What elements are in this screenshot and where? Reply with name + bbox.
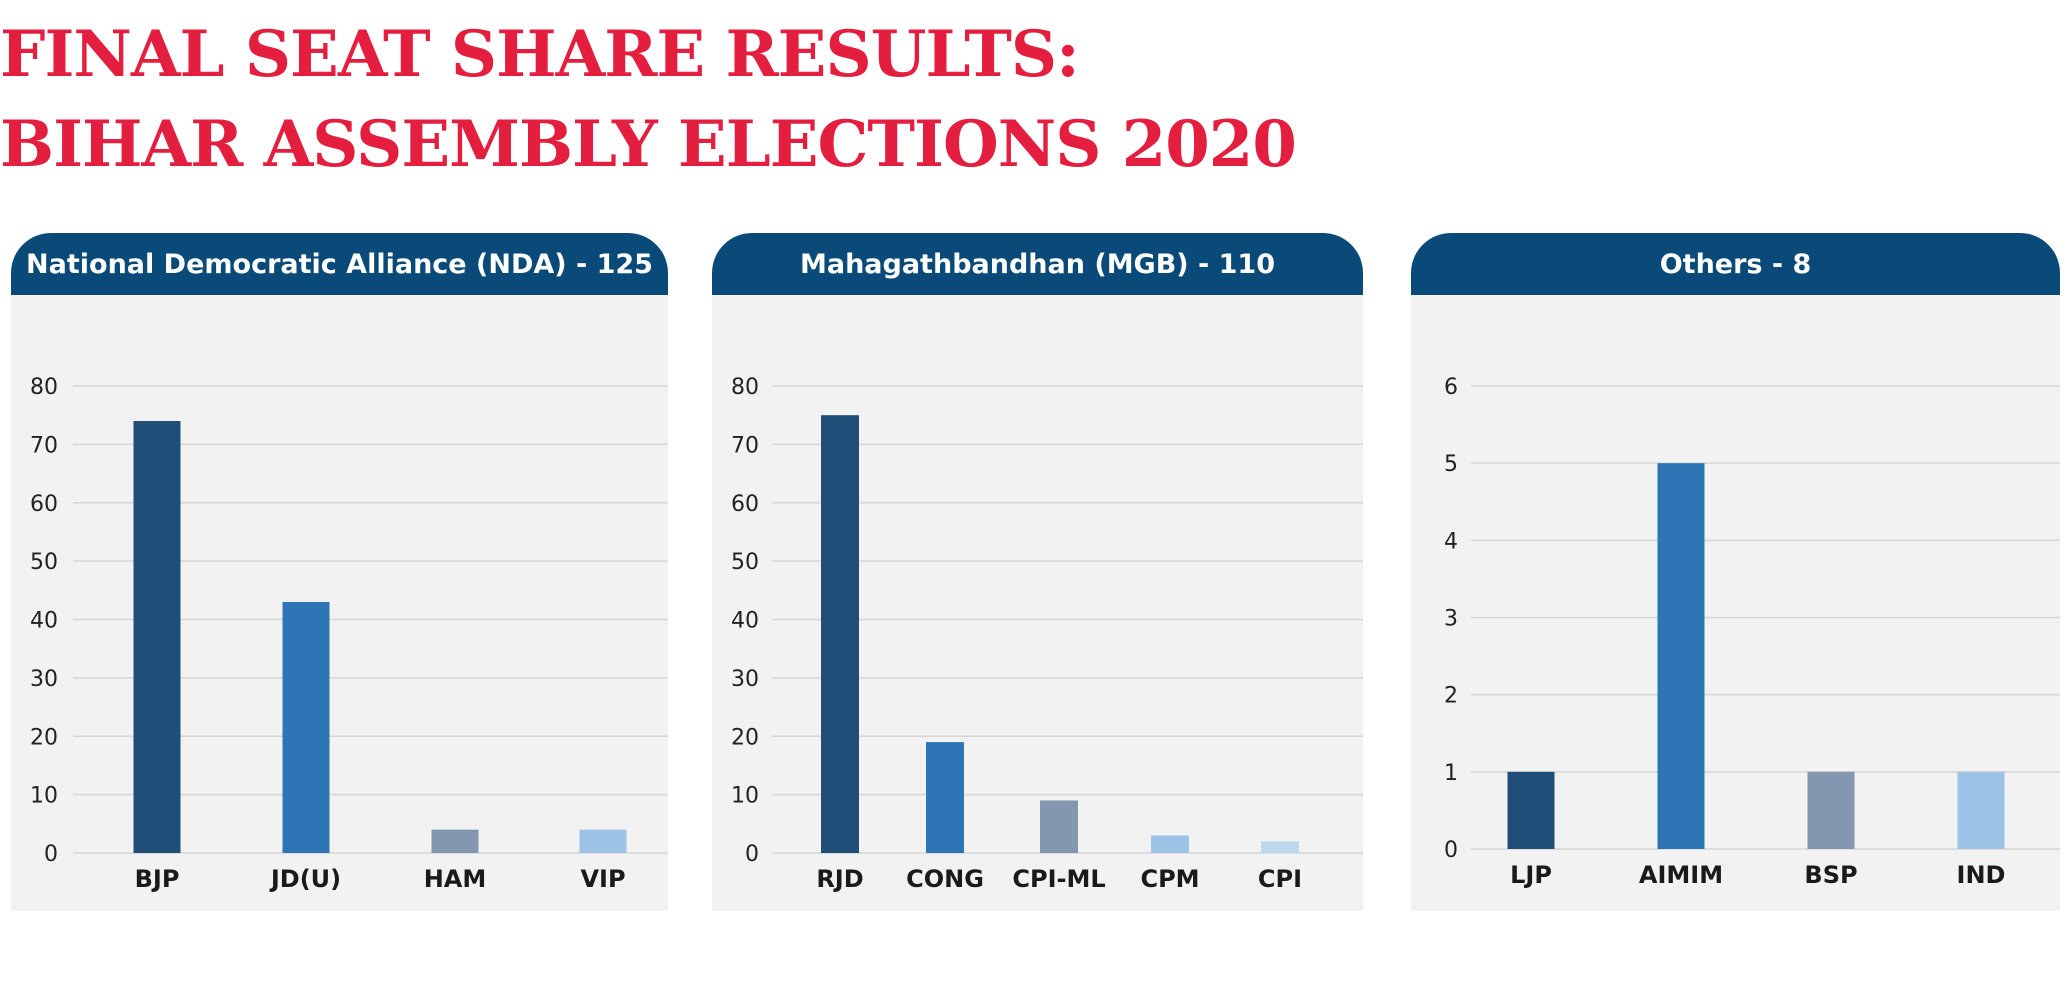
y-tick-label: 70: [731, 433, 759, 458]
chart-panel-mgb: Mahagathbandhan (MGB) - 110 0 10 20 30 40 50 6…: [712, 233, 1363, 911]
bar-cpi-ml: [1040, 800, 1078, 853]
bar-ham: [431, 829, 479, 853]
y-tick-label: 0: [44, 842, 58, 867]
x-tick-label: CONG: [906, 865, 984, 893]
x-tick-label: HAM: [424, 865, 487, 893]
bar-chart-others: 0 1 2 3 4 5 6 LJP AIMIM BSP IND: [1444, 375, 2060, 889]
page-title: FINAL SEAT SHARE RESULTS: BIHAR ASSEMBLY…: [0, 10, 1297, 190]
y-tick-label: 80: [30, 375, 58, 400]
chart-panel-body: [712, 295, 1363, 911]
bar-aimim: [1657, 463, 1705, 849]
y-tick-label: 2: [1444, 684, 1458, 709]
x-tick-label: CPM: [1140, 865, 1199, 893]
x-tick-label: LJP: [1510, 861, 1552, 889]
bar-ljp: [1507, 771, 1555, 849]
y-tick-label: 0: [1444, 838, 1458, 863]
y-tick-label: 6: [1444, 375, 1458, 400]
bar-bjp: [133, 421, 181, 853]
x-tick-label: AIMIM: [1639, 861, 1723, 889]
x-tick-label: IND: [1957, 861, 2006, 889]
bar-vip: [579, 829, 627, 853]
y-tick-label: 40: [30, 609, 58, 634]
y-tick-label: 5: [1444, 452, 1458, 477]
title-line-2: BIHAR ASSEMBLY ELECTIONS 2020: [0, 107, 1297, 182]
y-tick-label: 10: [30, 784, 58, 809]
y-tick-label: 80: [731, 375, 759, 400]
title-line-1: FINAL SEAT SHARE RESULTS:: [0, 17, 1080, 92]
chart-panel-others: Others - 8 0 1 2 3 4 5 6 LJP AIMIM BSP IND: [1411, 233, 2060, 911]
y-tick-label: 60: [30, 492, 58, 517]
bar-chart-nda: 0 10 20 30 40 50 60 70 80 BJP JD(U) HAM VIP: [30, 375, 668, 893]
bar-jd-u-: [282, 601, 330, 853]
x-tick-label: CPI-ML: [1012, 865, 1105, 893]
y-tick-label: 50: [30, 550, 58, 575]
x-tick-label: JD(U): [269, 865, 341, 893]
bar-cpi: [1261, 841, 1299, 853]
chart-panel-body: [11, 295, 668, 911]
y-tick-label: 30: [731, 667, 759, 692]
bar-bsp: [1807, 771, 1855, 849]
y-tick-label: 40: [731, 609, 759, 634]
chart-title: Mahagathbandhan (MGB) - 110: [712, 233, 1363, 295]
y-tick-label: 0: [745, 842, 759, 867]
x-tick-label: BJP: [135, 865, 180, 893]
y-tick-label: 1: [1444, 761, 1458, 786]
y-tick-label: 10: [731, 784, 759, 809]
bar-rjd: [821, 415, 859, 853]
chart-title: National Democratic Alliance (NDA) - 125: [11, 233, 668, 295]
y-tick-label: 20: [30, 725, 58, 750]
y-tick-label: 4: [1444, 529, 1458, 554]
x-tick-label: VIP: [580, 865, 625, 893]
x-tick-label: BSP: [1804, 861, 1857, 889]
x-tick-label: CPI: [1258, 865, 1302, 893]
y-tick-label: 50: [731, 550, 759, 575]
x-tick-label: RJD: [816, 865, 863, 893]
y-tick-label: 3: [1444, 607, 1458, 632]
chart-title: Others - 8: [1411, 233, 2060, 295]
y-tick-label: 20: [731, 725, 759, 750]
y-tick-label: 30: [30, 667, 58, 692]
bar-chart-mgb: 0 10 20 30 40 50 60 70 80 RJD CONG CPI-ML CPM CPI: [731, 375, 1363, 893]
y-tick-label: 60: [731, 492, 759, 517]
bar-cpm: [1151, 835, 1189, 853]
y-tick-label: 70: [30, 433, 58, 458]
bar-ind: [1957, 771, 2005, 849]
bar-cong: [926, 742, 964, 853]
chart-panel-nda: National Democratic Alliance (NDA) - 125…: [11, 233, 668, 911]
